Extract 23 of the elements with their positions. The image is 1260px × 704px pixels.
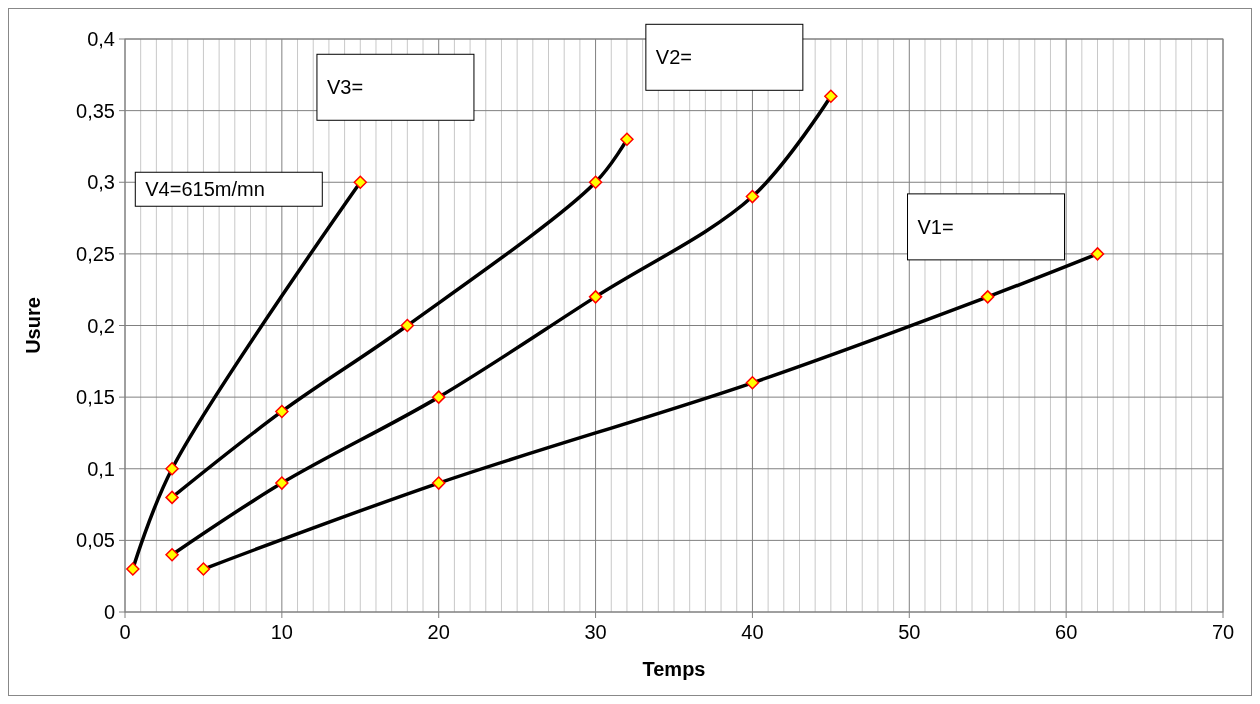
x-tick-label: 10: [270, 621, 293, 643]
x-tick-label: 60: [1055, 621, 1078, 643]
text: V3=: [326, 76, 364, 99]
y-tick-label: 0,15: [76, 386, 115, 409]
x-axis-title: Temps: [642, 658, 706, 680]
x-tick-label: 30: [584, 621, 607, 643]
y-tick-label: 0,05: [76, 529, 115, 552]
y-tick-label: 0,35: [76, 99, 115, 122]
y-tick-label: 0,3: [87, 171, 115, 194]
y-tick-label: 0,1: [87, 457, 115, 480]
x-tick-label: 40: [741, 621, 764, 643]
y-axis-title: Usure: [22, 297, 44, 354]
text: V2=: [655, 46, 693, 69]
y-tick-label: 0: [103, 601, 115, 623]
text: V1=: [917, 215, 954, 238]
y-tick-label: 0,4: [87, 28, 115, 50]
y-tick-label: 0,25: [76, 242, 115, 265]
x-tick-label: 50: [898, 621, 921, 643]
x-tick-label: 70: [1211, 621, 1235, 643]
text: V4=615m/mn: [145, 178, 265, 201]
x-tick-label: 0: [119, 621, 131, 643]
x-tick-label: 20: [427, 621, 450, 643]
y-tick-label: 0,2: [87, 314, 115, 337]
